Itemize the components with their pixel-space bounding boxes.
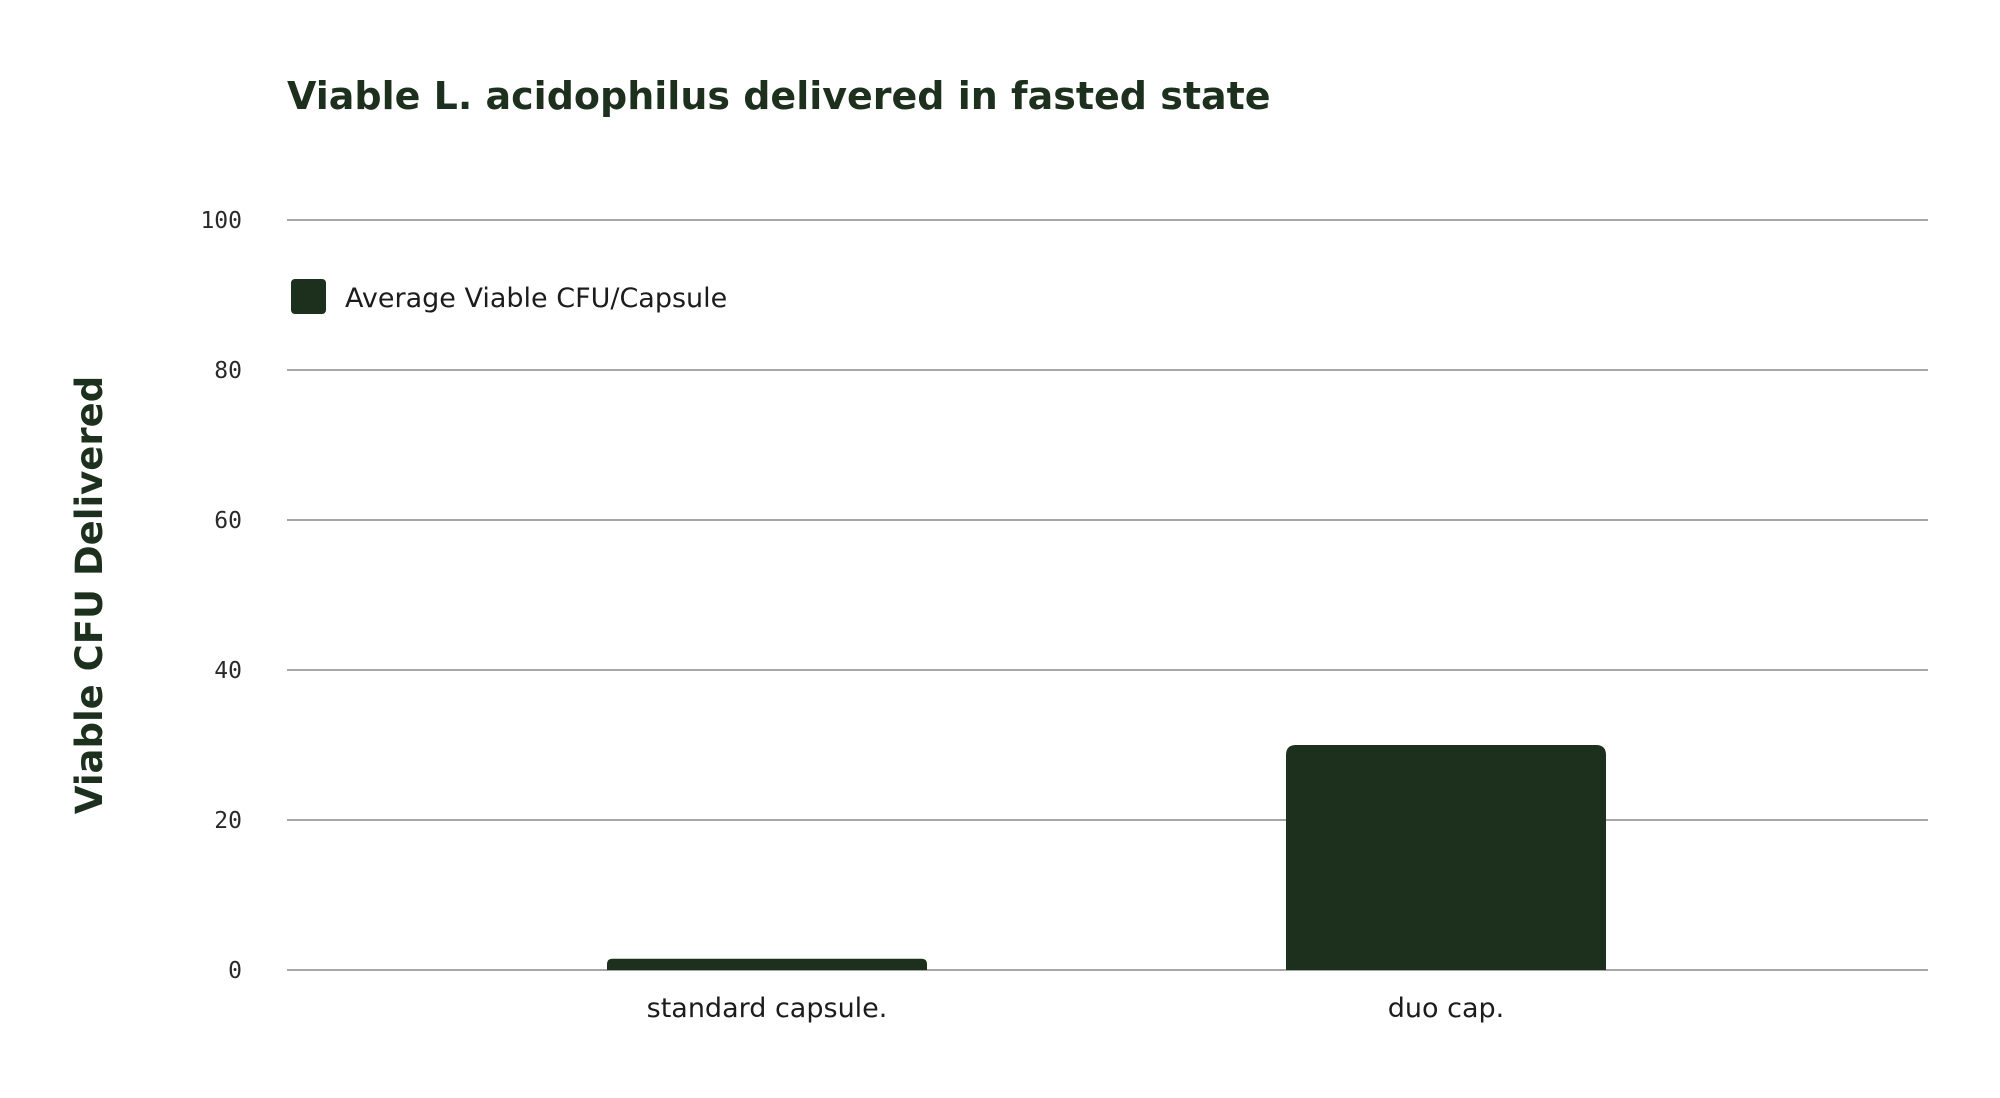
y-tick-label: 20 <box>214 808 242 834</box>
legend-swatch <box>291 279 326 314</box>
y-tick-label: 100 <box>200 208 242 234</box>
bar-duo-cap <box>1286 745 1606 970</box>
y-tick-label: 60 <box>214 508 242 534</box>
legend-label: Average Viable CFU/Capsule <box>345 283 727 314</box>
legend: Average Viable CFU/Capsule <box>291 279 727 314</box>
y-tick-label: 0 <box>228 958 242 984</box>
y-axis-label: Viable CFU Delivered <box>68 376 111 814</box>
x-tick-label: duo cap. <box>1388 993 1504 1024</box>
gridlines <box>287 219 1928 971</box>
x-axis-ticks: standard capsule. duo cap. <box>647 993 1505 1024</box>
bar-standard-capsule <box>607 958 927 970</box>
y-axis-ticks: 0 20 40 60 80 100 <box>200 208 242 984</box>
y-tick-label: 80 <box>214 358 242 384</box>
y-tick-label: 40 <box>214 658 242 684</box>
chart-title: Viable L. acidophilus delivered in faste… <box>287 74 1271 118</box>
bars <box>607 745 1606 970</box>
x-tick-label: standard capsule. <box>647 993 888 1024</box>
